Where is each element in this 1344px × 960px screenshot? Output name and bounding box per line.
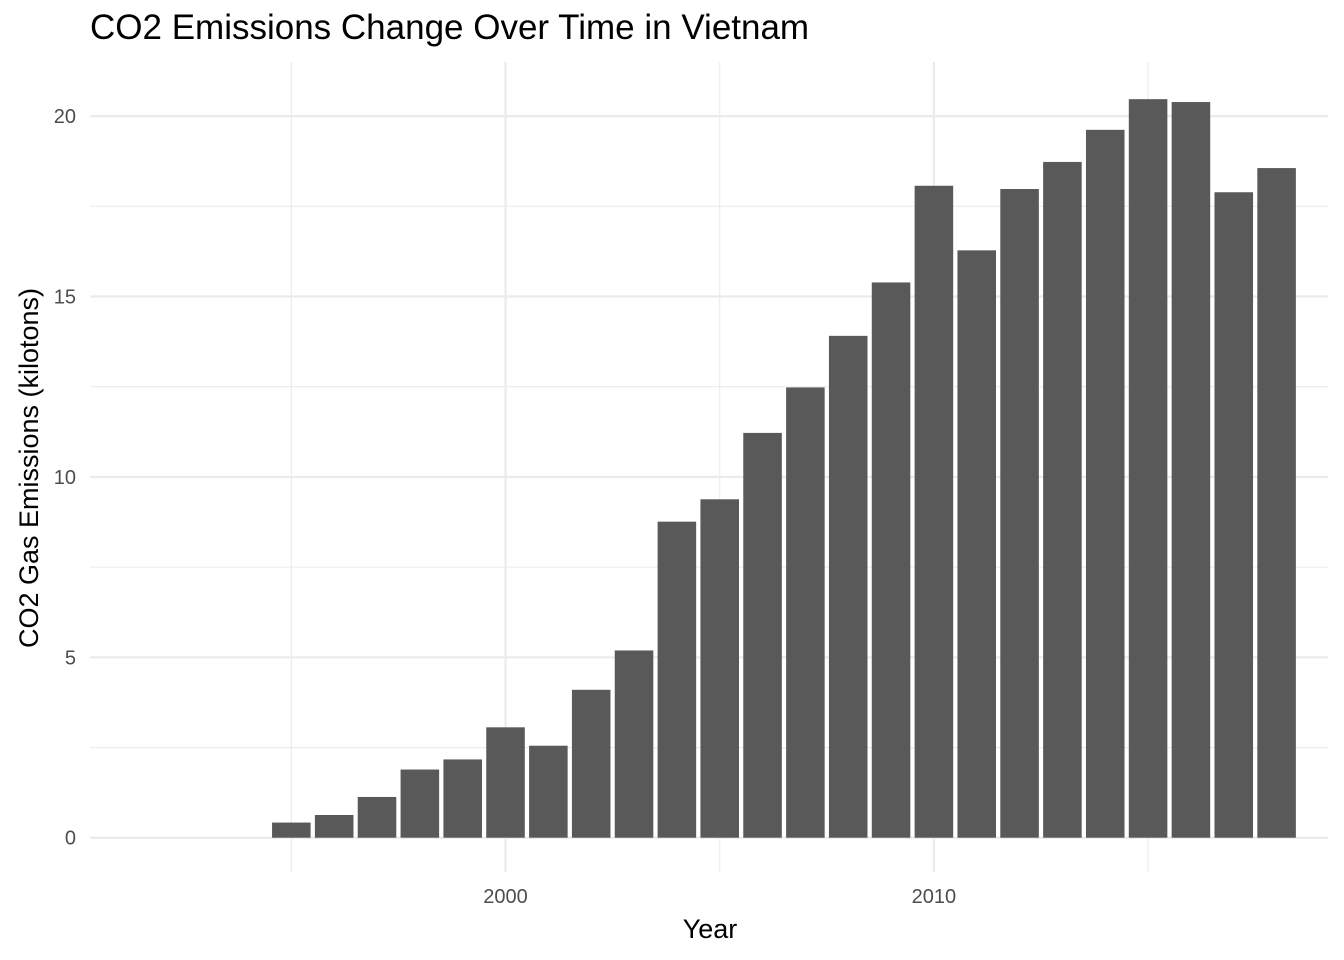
bar-2008: [828, 335, 868, 838]
bar-2010: [914, 185, 954, 838]
bar-2014: [1085, 129, 1125, 838]
bar-2004: [657, 521, 697, 838]
bar-2003: [614, 650, 654, 838]
bar-2013: [1043, 161, 1082, 838]
bar-2007: [786, 387, 825, 838]
x-tick-label: 2010: [912, 886, 957, 908]
bar-2009: [871, 282, 911, 838]
bar-2002: [571, 689, 611, 838]
bar-2012: [1000, 189, 1039, 838]
y-tick-label: 20: [54, 106, 76, 128]
y-axis-ticks: 0 5 10 15 20: [54, 106, 76, 850]
bar-2016: [1171, 102, 1211, 838]
bar-2018: [1257, 168, 1296, 838]
bar-2006: [743, 432, 782, 838]
y-tick-label: 0: [65, 828, 76, 850]
bar-2011: [957, 250, 997, 838]
x-tick-label: 2000: [483, 886, 528, 908]
bar-2015: [1128, 99, 1168, 838]
y-tick-label: 5: [65, 647, 76, 669]
chart-title: CO2 Emissions Change Over Time in Vietna…: [90, 8, 810, 47]
x-axis-ticks: 2000 2010: [483, 886, 956, 908]
bars: [272, 99, 1296, 838]
x-axis-title: Year: [683, 914, 738, 944]
bar-1996: [314, 814, 354, 838]
y-tick-label: 10: [54, 467, 76, 489]
bar-2000: [486, 727, 525, 838]
bar-1995: [272, 822, 311, 838]
bar-2017: [1214, 192, 1254, 838]
bar-1997: [357, 796, 397, 838]
bar-1998: [400, 769, 440, 838]
bar-2001: [529, 745, 568, 838]
bar-2005: [700, 499, 739, 838]
bar-1999: [443, 759, 482, 838]
y-axis-title: CO2 Gas Emissions (kilotons): [14, 288, 44, 648]
y-tick-label: 15: [54, 287, 76, 309]
